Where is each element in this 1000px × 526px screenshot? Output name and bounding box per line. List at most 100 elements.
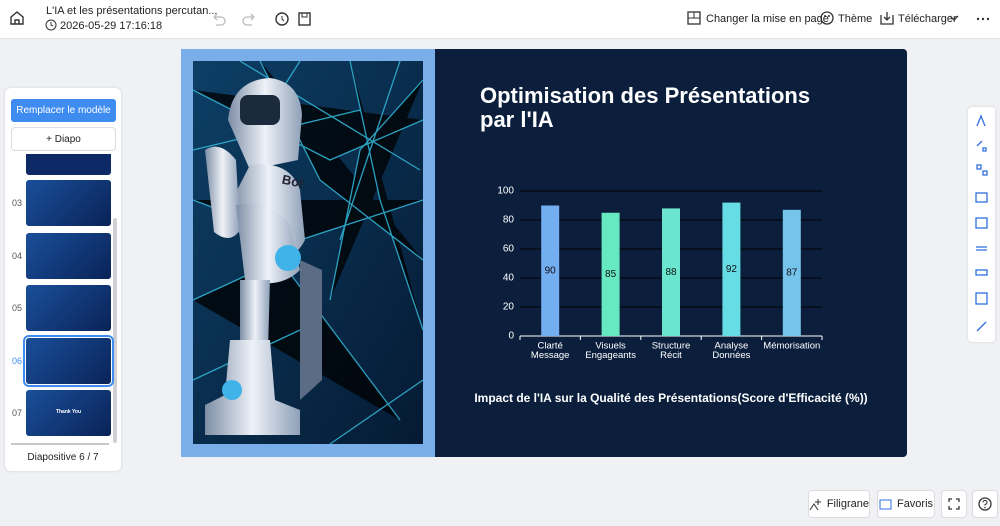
x-tick-label: Structure (652, 341, 691, 352)
x-tick-label: Visuels (595, 341, 626, 352)
edit-tools[interactable] (210, 11, 320, 27)
value-label: 88 (665, 267, 677, 278)
slide-thumbnail[interactable] (23, 334, 114, 387)
slide-thumbnail[interactable] (26, 232, 111, 279)
decoration (976, 140, 987, 152)
x-tick-label: Analyse (714, 341, 748, 352)
decoration (986, 17, 990, 21)
decoration (205, 146, 240, 239)
layout-icon (687, 11, 701, 25)
decoration (275, 12, 289, 26)
scroll-track (11, 443, 109, 445)
watermark-button[interactable]: Filigrane (808, 490, 870, 518)
favorites-button[interactable]: Favoris (877, 490, 935, 518)
decoration (10, 11, 24, 25)
watermark-label: Filigrane (826, 498, 869, 510)
chart-caption: Impact de l'IA sur la Qualité des Présen… (474, 391, 867, 405)
decoration (50, 22, 54, 27)
fullscreen-button[interactable] (941, 490, 967, 518)
value-label: 92 (726, 264, 738, 275)
help-icon (978, 497, 992, 511)
decoration (981, 17, 985, 21)
scrollbar[interactable] (113, 218, 117, 443)
value-label: 87 (786, 268, 798, 279)
replace-template-button[interactable]: Remplacer le modèle (11, 99, 116, 122)
watermark-icon (809, 498, 821, 510)
doc-date: 2026-05-29 17:16:18 (60, 20, 163, 32)
slide-thumbnail[interactable] (26, 180, 111, 226)
decoration (948, 498, 960, 510)
decoration (205, 340, 300, 435)
decoration (976, 17, 980, 21)
x-tick-label: Clarté (538, 341, 563, 352)
decoration (222, 380, 242, 400)
favorites-label: Favoris (896, 498, 934, 510)
decoration (275, 245, 301, 271)
decoration (975, 114, 988, 332)
theme-button[interactable]: Thème (838, 13, 873, 25)
decoration (975, 269, 988, 276)
y-tick-label: 0 (508, 331, 514, 342)
y-tick-label: 60 (503, 244, 515, 255)
toolbar-icons[interactable] (968, 107, 995, 342)
decoration (240, 95, 280, 125)
download-icon (880, 12, 894, 25)
fullscreen-icon (948, 498, 960, 510)
theme-icon (820, 11, 834, 25)
slide-title: par l'IA (480, 107, 554, 132)
slide-title: Optimisation des Présentations (480, 83, 810, 108)
slide-number: 05 (12, 303, 23, 313)
clock-icon (45, 19, 57, 31)
decoration (984, 506, 986, 509)
decoration: Bot (281, 172, 306, 191)
decoration (976, 321, 987, 332)
y-tick-label: 80 (503, 215, 515, 226)
slide-number: 03 (12, 198, 23, 208)
decoration (828, 15, 830, 17)
bar (601, 212, 620, 336)
slide: Bot Optimisation des Présentations par l… (181, 49, 907, 457)
bar (662, 208, 680, 336)
download-caret[interactable] (948, 14, 960, 24)
decoration (242, 13, 255, 26)
x-tick-label: Message (531, 350, 570, 361)
decoration (688, 12, 700, 19)
slide-thumbnail-partial[interactable] (26, 154, 111, 175)
home-button[interactable] (8, 9, 26, 27)
decoration (820, 11, 834, 25)
slide-panel: Remplacer le modèle + Diapo Diapositive … (5, 88, 121, 471)
slide-counter: Diapositive 6 / 7 (27, 452, 99, 463)
value-label: 85 (605, 269, 617, 280)
slide-number: 06 (12, 355, 23, 366)
bar (541, 205, 560, 336)
layout-button[interactable]: Changer la mise en page (706, 13, 829, 25)
x-tick-label: Engageants (585, 350, 636, 361)
decoration (300, 260, 322, 400)
bar (782, 209, 801, 336)
decoration (879, 499, 892, 509)
y-tick-label: 100 (497, 186, 514, 197)
decoration (824, 15, 826, 17)
decoration (809, 498, 821, 510)
decoration (301, 12, 308, 18)
decoration (976, 114, 986, 127)
decoration (975, 292, 988, 305)
decoration (240, 280, 270, 355)
download-button[interactable]: Télécharger (898, 13, 957, 25)
decoration (298, 12, 311, 26)
help-button[interactable] (972, 490, 998, 518)
decoration (45, 19, 57, 31)
x-tick-label: Données (712, 350, 750, 361)
decoration (976, 246, 987, 251)
right-toolbar (968, 107, 995, 342)
y-tick-label: 20 (503, 302, 515, 313)
doc-title[interactable]: L'IA et les présentations percutan... (46, 5, 218, 17)
slide-thumbnail[interactable]: Thank You (26, 390, 111, 436)
more-button[interactable] (976, 16, 990, 22)
add-slide-button[interactable]: + Diapo (11, 127, 116, 151)
value-label: 90 (545, 265, 557, 276)
slide-thumbnail[interactable] (26, 285, 111, 331)
decoration (975, 217, 988, 229)
decoration (949, 15, 959, 21)
